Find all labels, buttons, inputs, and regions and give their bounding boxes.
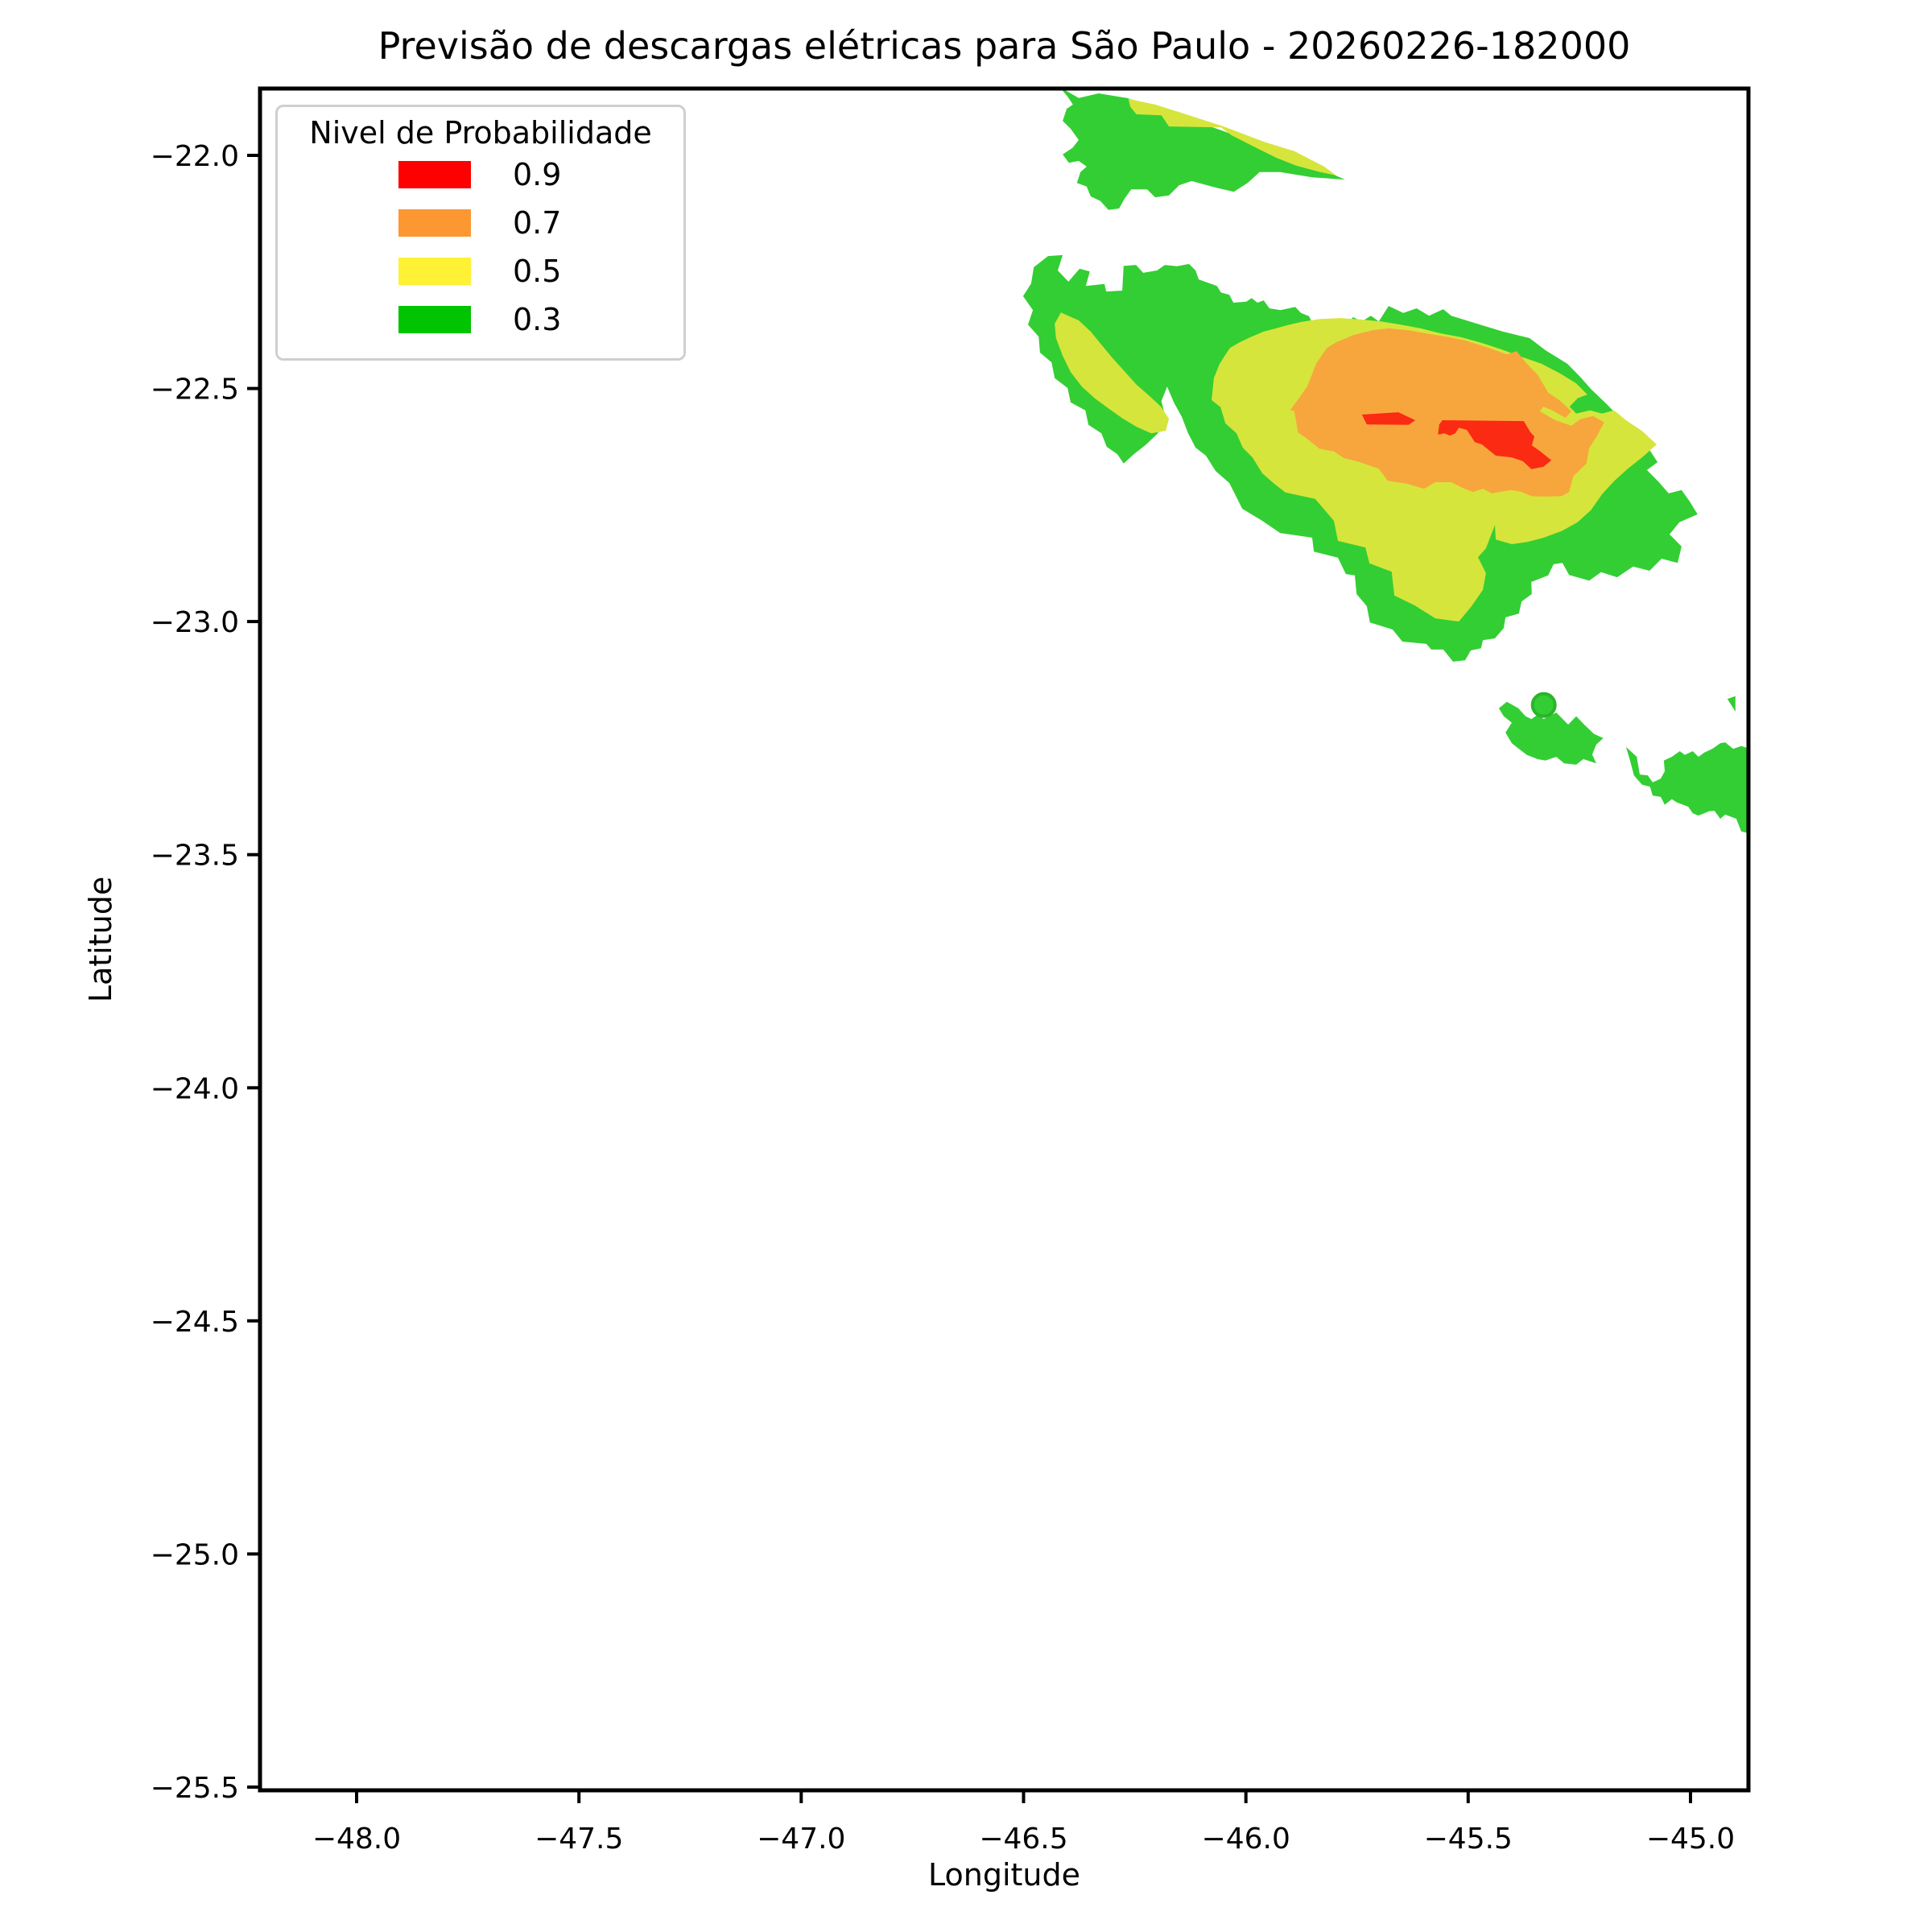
y-tick-label: −23.0 (151, 606, 239, 639)
x-tick-label: −47.5 (535, 1823, 623, 1856)
legend-entry-label: 0.3 (513, 302, 562, 337)
y-tick-label: −25.0 (151, 1538, 239, 1571)
y-tick-label: −24.5 (151, 1306, 239, 1339)
x-tick-label: −45.5 (1424, 1823, 1513, 1856)
x-tick-label: −45.0 (1646, 1823, 1735, 1856)
legend-entry: 0.7 (278, 199, 683, 247)
legend-rows: 0.9 0.7 0.5 0.3 (278, 151, 683, 344)
legend-entry-label: 0.7 (513, 205, 562, 241)
x-tick-label: −48.0 (312, 1823, 401, 1856)
x-tick-label: −46.0 (1202, 1823, 1290, 1856)
legend-entry: 0.5 (278, 247, 683, 295)
contour-region-north-band-yellow (1128, 98, 1336, 175)
legend: Nivel de Probabilidade 0.9 0.7 0.5 0.3 (275, 105, 686, 361)
contour-regions (1022, 89, 1748, 834)
contour-region-red-core (1438, 420, 1552, 469)
legend-title: Nivel de Probabilidade (309, 115, 652, 151)
legend-entry: 0.3 (278, 295, 683, 344)
contour-region-red-sliver (1361, 412, 1416, 425)
y-tick-label: −23.5 (151, 840, 239, 873)
legend-entry: 0.9 (278, 151, 683, 199)
contour-region-se-triangle-green (1727, 696, 1736, 712)
x-axis-label: Longitude (928, 1857, 1080, 1893)
y-tick-label: −25.5 (151, 1772, 239, 1805)
x-tick-label: −47.0 (757, 1823, 845, 1856)
contour-region-north-band-green (1060, 89, 1345, 210)
legend-entry-label: 0.9 (513, 157, 562, 192)
y-tick-label: −24.0 (151, 1072, 239, 1105)
legend-swatch-icon (398, 209, 471, 237)
contour-region-se-blob-east-green (1625, 742, 1748, 834)
x-tick-label: −46.5 (979, 1823, 1067, 1856)
point-marker (1530, 691, 1557, 718)
y-tick-label: −22.5 (151, 374, 239, 407)
contour-region-left-lobe-yellow (1055, 312, 1170, 434)
contour-region-se-blob-west-green (1498, 701, 1604, 765)
legend-entry-label: 0.5 (513, 254, 562, 289)
y-axis-label: Latitude (83, 877, 118, 1002)
legend-swatch-icon (398, 161, 471, 188)
axes-frame (258, 86, 1751, 1793)
legend-swatch-icon (398, 258, 471, 285)
contour-region-north-speck-green (1073, 113, 1089, 130)
legend-swatch-icon (398, 306, 471, 333)
plot-title: Previsão de descargas elétricas para São… (378, 24, 1631, 68)
y-tick-label: −22.0 (151, 140, 239, 173)
